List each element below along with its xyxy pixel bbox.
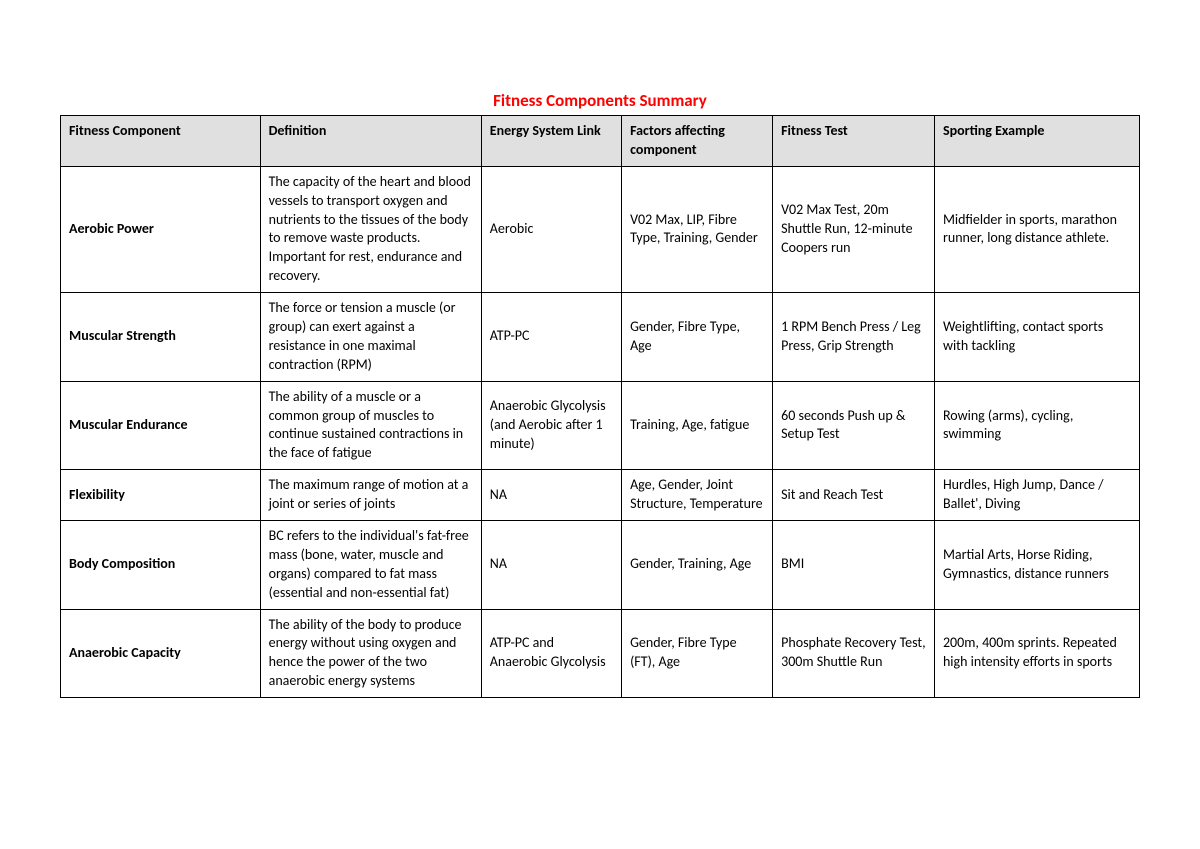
col-header-energy: Energy System Link (481, 116, 621, 167)
cell-example: Midfielder in sports, marathon runner, l… (934, 166, 1139, 292)
table-row: Flexibility The maximum range of motion … (61, 470, 1140, 521)
cell-factors: Gender, Training, Age (622, 521, 773, 610)
cell-energy: ATP-PC and Anaerobic Glycolysis (481, 609, 621, 698)
cell-test: V02 Max Test, 20m Shuttle Run, 12-minute… (773, 166, 935, 292)
cell-test: Sit and Reach Test (773, 470, 935, 521)
cell-energy: NA (481, 470, 621, 521)
col-header-example: Sporting Example (934, 116, 1139, 167)
cell-example: 200m, 400m sprints. Repeated high intens… (934, 609, 1139, 698)
table-row: Muscular Endurance The ability of a musc… (61, 381, 1140, 470)
cell-definition: The maximum range of motion at a joint o… (260, 470, 481, 521)
page-title: Fitness Components Summary (60, 90, 1140, 111)
col-header-definition: Definition (260, 116, 481, 167)
cell-example: Weightlifting, contact sports with tackl… (934, 293, 1139, 382)
cell-component: Anaerobic Capacity (61, 609, 261, 698)
cell-factors: Training, Age, fatigue (622, 381, 773, 470)
cell-test: Phosphate Recovery Test, 300m Shuttle Ru… (773, 609, 935, 698)
cell-definition: BC refers to the individual's fat-free m… (260, 521, 481, 610)
cell-test: BMI (773, 521, 935, 610)
cell-example: Martial Arts, Horse Riding, Gymnastics, … (934, 521, 1139, 610)
cell-example: Rowing (arms), cycling, swimming (934, 381, 1139, 470)
table-row: Muscular Strength The force or tension a… (61, 293, 1140, 382)
col-header-test: Fitness Test (773, 116, 935, 167)
fitness-table: Fitness Component Definition Energy Syst… (60, 115, 1140, 698)
cell-component: Muscular Strength (61, 293, 261, 382)
cell-component: Aerobic Power (61, 166, 261, 292)
cell-energy: Anaerobic Glycolysis (and Aerobic after … (481, 381, 621, 470)
cell-definition: The force or tension a muscle (or group)… (260, 293, 481, 382)
table-row: Anaerobic Capacity The ability of the bo… (61, 609, 1140, 698)
col-header-factors: Factors affecting component (622, 116, 773, 167)
cell-energy: NA (481, 521, 621, 610)
cell-energy: Aerobic (481, 166, 621, 292)
cell-definition: The capacity of the heart and blood vess… (260, 166, 481, 292)
cell-component: Body Composition (61, 521, 261, 610)
col-header-component: Fitness Component (61, 116, 261, 167)
cell-factors: Gender, Fibre Type (FT), Age (622, 609, 773, 698)
cell-factors: Age, Gender, Joint Structure, Temperatur… (622, 470, 773, 521)
table-header-row: Fitness Component Definition Energy Syst… (61, 116, 1140, 167)
table-row: Aerobic Power The capacity of the heart … (61, 166, 1140, 292)
cell-factors: V02 Max, LIP, Fibre Type, Training, Gend… (622, 166, 773, 292)
cell-factors: Gender, Fibre Type, Age (622, 293, 773, 382)
cell-definition: The ability of the body to produce energ… (260, 609, 481, 698)
cell-definition: The ability of a muscle or a common grou… (260, 381, 481, 470)
cell-energy: ATP-PC (481, 293, 621, 382)
cell-test: 60 seconds Push up & Setup Test (773, 381, 935, 470)
cell-component: Flexibility (61, 470, 261, 521)
cell-component: Muscular Endurance (61, 381, 261, 470)
table-row: Body Composition BC refers to the indivi… (61, 521, 1140, 610)
cell-example: Hurdles, High Jump, Dance / Ballet', Div… (934, 470, 1139, 521)
cell-test: 1 RPM Bench Press / Leg Press, Grip Stre… (773, 293, 935, 382)
